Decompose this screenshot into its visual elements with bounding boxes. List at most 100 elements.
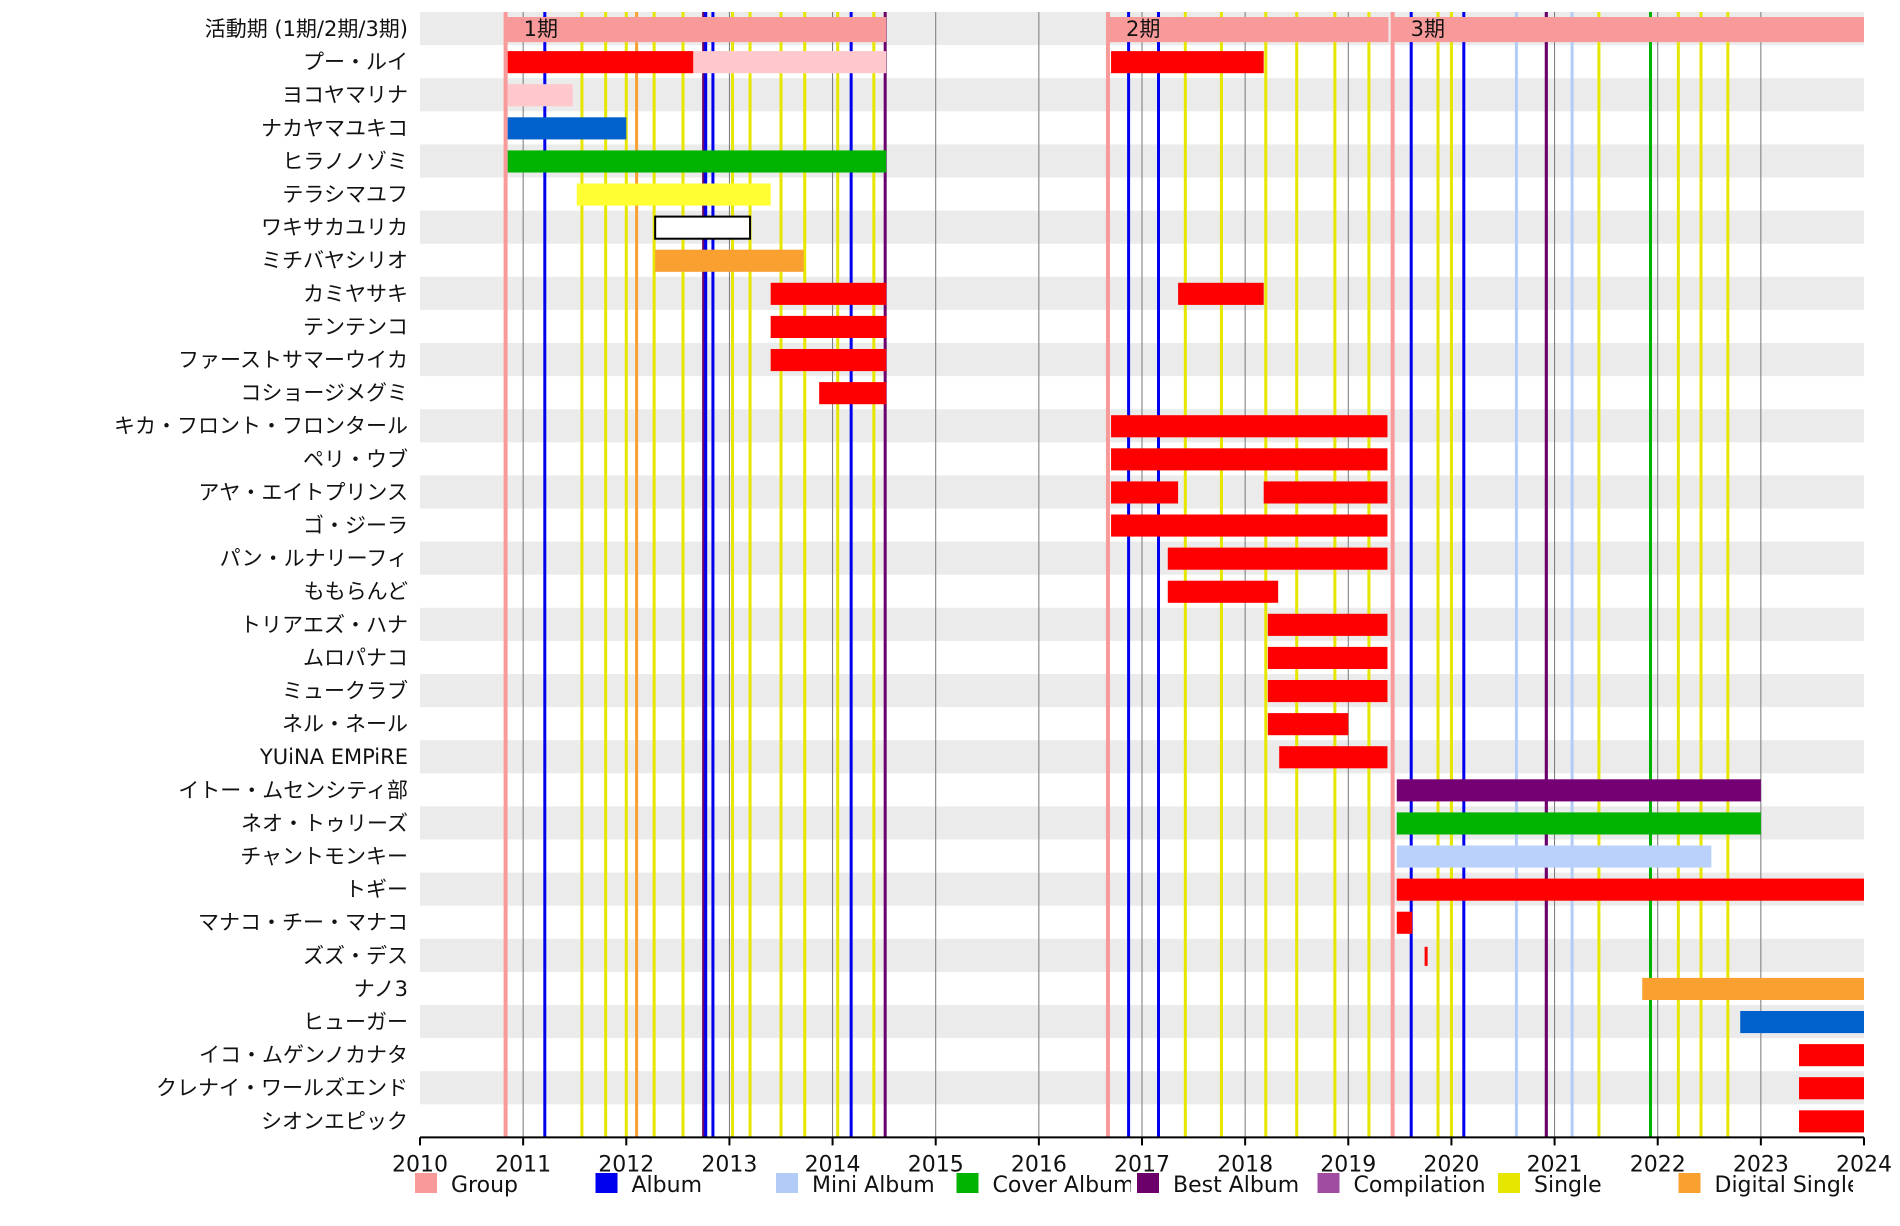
x-tick-label: 2013 bbox=[701, 1152, 757, 1177]
legend-label: Best Album bbox=[1173, 1173, 1299, 1198]
member-name: ネオ・トゥリーズ bbox=[241, 811, 408, 835]
x-tick-label: 2014 bbox=[805, 1152, 861, 1177]
member-bar bbox=[1396, 845, 1712, 868]
member-name: コショージメグミ bbox=[240, 381, 408, 405]
member-name: アヤ・エイトプリンス bbox=[198, 480, 408, 504]
member-bar bbox=[1111, 514, 1388, 537]
period-bar bbox=[1107, 17, 1389, 43]
member-name: ワキサカユリカ bbox=[261, 216, 408, 240]
period-bar bbox=[1392, 17, 1864, 43]
member-name: ヒューガー bbox=[303, 1010, 408, 1034]
legend-label: Album bbox=[632, 1173, 703, 1198]
legend-label: Digital Single bbox=[1715, 1173, 1861, 1198]
member-bar bbox=[1396, 878, 1864, 901]
member-name: トギー bbox=[345, 878, 408, 902]
legend-swatch bbox=[1678, 1173, 1701, 1193]
member-bar bbox=[1424, 946, 1428, 966]
member-bar bbox=[655, 249, 804, 272]
member-name: ナノ3 bbox=[354, 977, 408, 1001]
member-bar bbox=[1267, 613, 1388, 636]
member-name: カミヤサキ bbox=[303, 282, 408, 306]
member-name: シオンエピック bbox=[261, 1109, 408, 1133]
member-bar bbox=[1279, 746, 1388, 769]
member-name: プー・ルイ bbox=[303, 50, 408, 74]
legend-label: Compilation Album bbox=[1354, 1173, 1564, 1198]
member-bar bbox=[819, 382, 887, 405]
x-tick-label: 2021 bbox=[1527, 1152, 1583, 1177]
legend-label: Group bbox=[451, 1173, 518, 1198]
legend-swatch bbox=[415, 1173, 437, 1193]
member-bar bbox=[1799, 1110, 1864, 1133]
legend-swatch bbox=[1137, 1173, 1159, 1193]
member-bar bbox=[1111, 51, 1264, 74]
member-bar bbox=[1799, 1077, 1864, 1100]
member-name: ゴ・ジーラ bbox=[303, 514, 408, 538]
member-name: ヨコヤマリナ bbox=[282, 83, 408, 107]
member-name: パン・ルナリーフィ bbox=[220, 547, 408, 571]
legend-swatch bbox=[1498, 1173, 1520, 1193]
member-bar bbox=[1167, 580, 1279, 603]
member-bar bbox=[770, 349, 887, 372]
member-bar bbox=[1111, 415, 1388, 438]
member-name: チャントモンキー bbox=[240, 845, 408, 869]
x-tick-label: 2015 bbox=[908, 1152, 964, 1177]
member-bar bbox=[1396, 911, 1413, 934]
period-label: 3期 bbox=[1411, 17, 1445, 41]
legend-label: Single bbox=[1534, 1173, 1602, 1198]
member-bar bbox=[693, 51, 887, 74]
member-bar bbox=[654, 215, 752, 240]
member-name: YUiNA EMPiRE bbox=[259, 745, 408, 769]
period-bar bbox=[505, 17, 887, 43]
member-bar bbox=[507, 51, 694, 74]
member-bar bbox=[770, 315, 887, 338]
member-name: ミチバヤシリオ bbox=[261, 249, 408, 273]
member-bar bbox=[1111, 448, 1388, 471]
member-bar bbox=[576, 183, 771, 206]
member-bar bbox=[507, 150, 887, 173]
x-tick-label: 2018 bbox=[1217, 1152, 1273, 1177]
member-bar bbox=[1740, 1011, 1864, 1034]
member-bar bbox=[1267, 680, 1388, 703]
member-bar bbox=[1267, 713, 1349, 736]
legend-label: Cover Album bbox=[993, 1173, 1135, 1198]
period-label: 2期 bbox=[1126, 17, 1160, 41]
member-bar bbox=[1396, 812, 1761, 835]
member-bar bbox=[1263, 481, 1388, 504]
x-tick-label: 2011 bbox=[495, 1152, 551, 1177]
member-name: ミュークラブ bbox=[282, 679, 408, 703]
legend-swatch bbox=[956, 1173, 979, 1193]
member-name: ナカヤマユキコ bbox=[261, 116, 408, 140]
member-bar bbox=[1642, 977, 1864, 1000]
member-name: ズズ・デス bbox=[303, 944, 408, 968]
member-name: テラシマユフ bbox=[282, 183, 408, 207]
member-bar bbox=[1799, 1044, 1864, 1067]
member-bar bbox=[1267, 646, 1388, 669]
member-bar bbox=[1167, 547, 1388, 570]
group-row-label: 活動期 (1期/2期/3期) bbox=[205, 17, 408, 41]
member-bar bbox=[1396, 779, 1761, 802]
x-tick-label: 2020 bbox=[1423, 1152, 1479, 1177]
member-name: イトー・ムセンシティ部 bbox=[178, 778, 408, 802]
member-name: ファーストサマーウイカ bbox=[178, 348, 408, 372]
member-bar bbox=[1178, 282, 1264, 305]
legend-swatch bbox=[776, 1173, 798, 1193]
member-name: クレナイ・ワールズエンド bbox=[156, 1076, 408, 1100]
x-tick-label: 2023 bbox=[1733, 1152, 1789, 1177]
member-bar bbox=[770, 282, 887, 305]
member-bar bbox=[507, 84, 573, 107]
x-tick-label: 2024 bbox=[1836, 1152, 1892, 1177]
member-name: ネル・ネール bbox=[282, 712, 408, 736]
x-tick-label: 2016 bbox=[1011, 1152, 1067, 1177]
legend-swatch bbox=[1317, 1173, 1340, 1193]
legend-swatch bbox=[595, 1173, 618, 1193]
member-bar bbox=[507, 117, 627, 140]
member-name: テンテンコ bbox=[303, 315, 408, 339]
member-name: キカ・フロント・フロンタール bbox=[114, 414, 408, 438]
member-name: ペリ・ウブ bbox=[303, 447, 408, 471]
member-name: ももらんど bbox=[304, 580, 408, 604]
member-name: ヒラノノゾミ bbox=[282, 149, 408, 173]
member-name: ムロパナコ bbox=[303, 646, 408, 670]
x-tick-label: 2022 bbox=[1630, 1152, 1686, 1177]
